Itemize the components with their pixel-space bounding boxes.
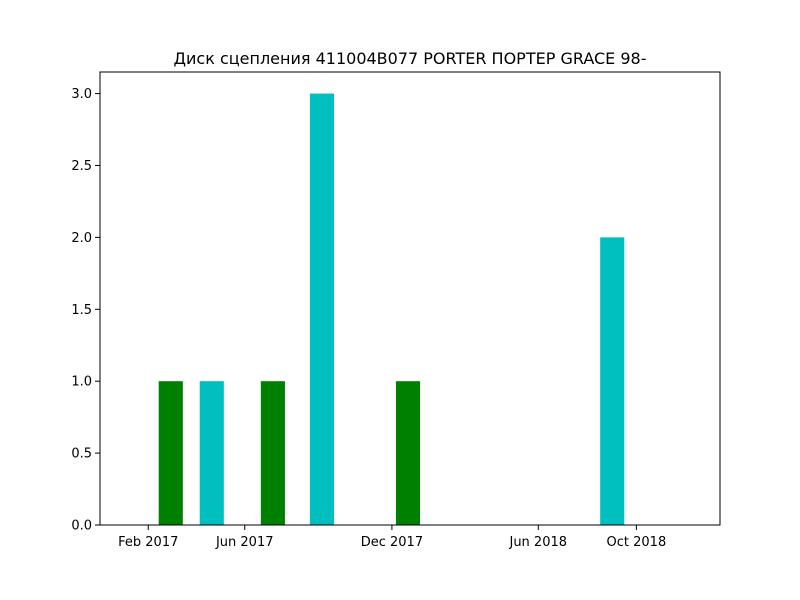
x-tick-label-2: Dec 2017 <box>361 535 423 550</box>
y-tick-label-6: 3.0 <box>71 87 92 102</box>
y-tick-label-5: 2.5 <box>71 159 92 174</box>
bar-1 <box>199 381 224 525</box>
y-tick-label-3: 1.5 <box>71 303 92 318</box>
bar-0 <box>158 381 183 525</box>
y-tick-label-0: 0.0 <box>71 519 92 534</box>
bar-4 <box>395 381 421 525</box>
x-tick-label-4: Oct 2018 <box>607 535 667 550</box>
x-tick-label-1: Jun 2017 <box>215 535 274 550</box>
y-axis: 0.0 0.5 1.0 1.5 2.0 2.5 3.0 <box>71 87 100 534</box>
bars <box>158 93 625 525</box>
x-axis: Feb 2017 Jun 2017 Dec 2017 Jun 2018 Oct 2018 <box>118 525 666 550</box>
y-tick-label-4: 2.0 <box>71 231 92 246</box>
x-tick-label-3: Jun 2018 <box>508 535 567 550</box>
x-tick-label-0: Feb 2017 <box>118 535 178 550</box>
chart-title: Диск сцепления 411004B077 PORTER ПОРТЕР … <box>174 49 647 68</box>
bar-5 <box>600 237 625 525</box>
bar-3 <box>309 93 334 525</box>
y-tick-label-2: 1.0 <box>71 375 92 390</box>
plot-frame <box>99 71 721 526</box>
bar-2 <box>260 381 285 525</box>
y-tick-label-1: 0.5 <box>71 447 92 462</box>
